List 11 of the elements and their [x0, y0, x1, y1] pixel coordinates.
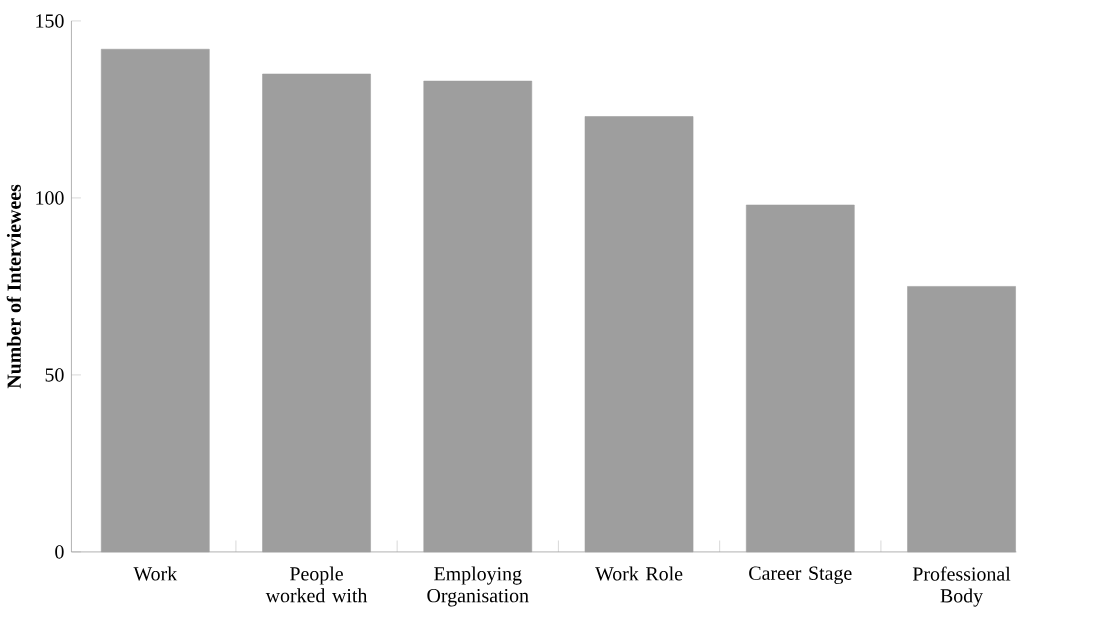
x-tick-label: Work — [133, 566, 178, 581]
x-tick-label: People worked with — [265, 566, 368, 603]
x-tick-label: Professional Body — [912, 566, 1011, 607]
x-tick-label: Work Role — [595, 566, 683, 581]
x-tick-label: Career Stage — [749, 566, 852, 585]
y-tick-label: 0 — [55, 545, 64, 559]
y-axis-title: Number of Interviewees — [6, 184, 21, 389]
y-tick-label: 150 — [36, 14, 64, 28]
x-tick-label: Employing Organisation — [427, 566, 529, 607]
y-tick-label: 50 — [45, 368, 64, 382]
y-tick-label: 100 — [36, 191, 64, 205]
